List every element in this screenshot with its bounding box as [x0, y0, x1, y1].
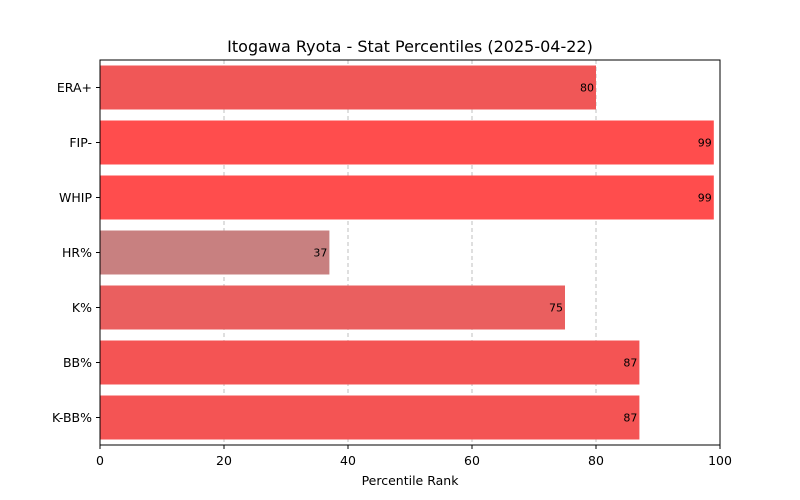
bar-era-: [100, 65, 596, 110]
y-tick-label: BB%: [63, 355, 92, 370]
x-axis: 0 20 40 60 80 100: [96, 445, 732, 468]
y-axis: ERA+ FIP- WHIP HR% K% BB% K-BB%: [52, 80, 100, 425]
y-tick-label: K%: [72, 300, 92, 315]
data-label: 87: [623, 412, 637, 425]
bar-hr-: [100, 230, 330, 275]
data-label: 87: [623, 357, 637, 370]
y-tick-label: ERA+: [57, 80, 92, 95]
y-tick-label: K-BB%: [52, 410, 92, 425]
x-tick-label: 40: [340, 453, 356, 468]
data-label: 99: [698, 137, 712, 150]
bar-bb-: [100, 340, 640, 385]
bar-layer: 80 99 99 37 75 87 87: [100, 65, 714, 440]
y-tick-label: WHIP: [59, 190, 92, 205]
x-tick-label: 0: [96, 453, 104, 468]
chart-title: Itogawa Ryota - Stat Percentiles (2025-0…: [227, 37, 593, 56]
bar-k-bb-: [100, 395, 640, 440]
x-tick-label: 20: [216, 453, 232, 468]
data-label: 99: [698, 192, 712, 205]
data-label: 37: [313, 247, 327, 260]
data-label: 80: [580, 82, 594, 95]
bar-fip-: [100, 120, 714, 165]
bar-k-: [100, 285, 565, 330]
y-tick-label: HR%: [62, 245, 92, 260]
bar-whip: [100, 175, 714, 220]
x-axis-label: Percentile Rank: [362, 473, 460, 488]
x-tick-label: 80: [588, 453, 604, 468]
data-label: 75: [549, 302, 563, 315]
x-tick-label: 60: [464, 453, 480, 468]
y-tick-label: FIP-: [69, 135, 92, 150]
x-tick-label: 100: [708, 453, 732, 468]
